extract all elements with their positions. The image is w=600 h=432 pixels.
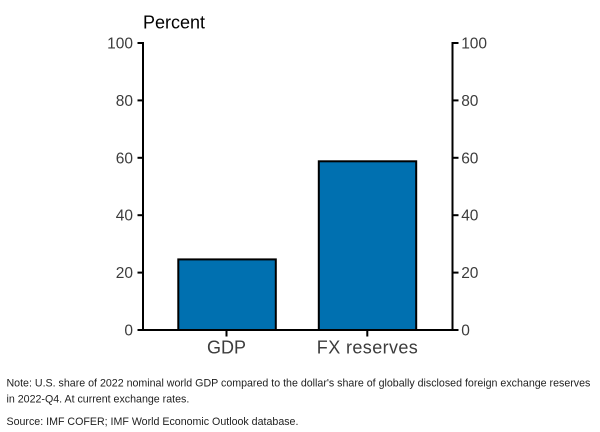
svg-text:FX reserves: FX reserves <box>317 338 418 358</box>
svg-text:100: 100 <box>107 36 133 53</box>
svg-text:Note: U.S. share of 2022 nomin: Note: U.S. share of 2022 nominal world G… <box>7 378 591 390</box>
svg-text:60: 60 <box>461 150 479 167</box>
svg-text:20: 20 <box>116 265 134 282</box>
svg-text:40: 40 <box>116 208 134 225</box>
svg-text:Percent: Percent <box>143 13 205 33</box>
svg-text:GDP: GDP <box>207 338 246 358</box>
svg-text:80: 80 <box>461 93 479 110</box>
svg-text:0: 0 <box>124 323 133 340</box>
svg-text:80: 80 <box>116 93 134 110</box>
svg-text:0: 0 <box>461 323 470 340</box>
svg-text:20: 20 <box>461 265 479 282</box>
svg-text:Source: IMF COFER; IMF World E: Source: IMF COFER; IMF World Economic Ou… <box>7 416 299 428</box>
svg-text:100: 100 <box>461 36 487 53</box>
svg-text:in 2022-Q4. At current exchang: in 2022-Q4. At current exchange rates. <box>7 393 190 405</box>
svg-text:40: 40 <box>461 208 479 225</box>
svg-text:60: 60 <box>116 150 134 167</box>
